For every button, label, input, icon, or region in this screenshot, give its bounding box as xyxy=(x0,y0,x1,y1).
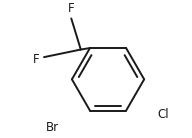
Text: F: F xyxy=(33,53,40,66)
Text: Br: Br xyxy=(46,121,59,134)
Text: F: F xyxy=(68,2,75,15)
Text: Cl: Cl xyxy=(157,108,169,121)
